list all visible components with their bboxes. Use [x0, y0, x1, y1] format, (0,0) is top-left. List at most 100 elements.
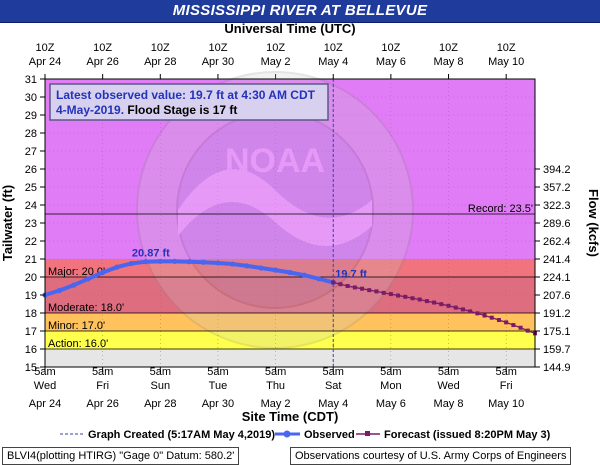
bottom-tick-time: 5am — [438, 366, 459, 378]
noaa-logo-watermark: NOAA — [136, 71, 414, 349]
left-tick-label: 27 — [25, 146, 37, 158]
bottom-tick-time: 5am — [380, 366, 401, 378]
top-tick-label: 10Z — [93, 42, 112, 54]
bottom-tick-day: Sun — [151, 380, 171, 392]
latest-value-box: Latest observed value: 19.7 ft at 4:30 A… — [49, 83, 329, 121]
observed-point — [287, 269, 293, 276]
forecast-point — [475, 311, 480, 316]
courtesy-text: Observations courtesy of U.S. Army Corps… — [295, 450, 567, 462]
forecast-point — [410, 296, 415, 301]
bottom-tick-day: Wed — [437, 380, 459, 392]
legend-forecast: Forecast (issued 8:20PM May 3) — [384, 429, 551, 441]
right-tick-label: 191.2 — [543, 308, 571, 320]
right-axis-title: Flow (kcfs) — [586, 189, 600, 257]
top-axis-title: Universal Time (UTC) — [224, 21, 355, 36]
forecast-point — [360, 286, 365, 291]
top-tick-label: 10Z — [208, 42, 227, 54]
bottom-tick-time: 5am — [34, 366, 55, 378]
observed-point — [143, 259, 149, 265]
bottom-tick-time: 5am — [265, 366, 286, 378]
bottom-tick-date: Apr 28 — [144, 398, 176, 410]
left-tick-label: 24 — [25, 200, 37, 212]
forecast-point — [468, 309, 473, 314]
observed-point — [128, 260, 135, 267]
forecast-point — [424, 299, 429, 304]
bottom-tick-time: 5am — [495, 366, 516, 378]
top-tick-label: 10Z — [266, 42, 285, 54]
top-tick-date: Apr 30 — [202, 56, 234, 68]
observed-point — [114, 264, 120, 270]
band-action — [45, 331, 535, 349]
bottom-tick-day: Mon — [380, 380, 401, 392]
forecast-point — [446, 303, 451, 308]
top-axis-ticks: 10Z Apr 24 10Z Apr 26 10Z Apr 28 10Z Apr 30 10Z M… — [29, 42, 524, 79]
band-major — [45, 259, 535, 277]
right-tick-label: 394.2 — [543, 164, 571, 176]
latest-value-text: Latest observed value: 19.7 ft at 4:30 A… — [56, 88, 316, 102]
bottom-tick-date: May 10 — [488, 398, 524, 410]
forecast-point — [374, 289, 379, 294]
right-tick-label: 357.2 — [543, 182, 571, 194]
right-tick-label: 289.6 — [543, 218, 571, 230]
left-tick-label: 21 — [25, 254, 37, 266]
top-tick-date: May 8 — [434, 56, 464, 68]
left-tick-label: 28 — [25, 128, 37, 140]
top-tick-date: May 4 — [318, 56, 348, 68]
forecast-point — [460, 307, 465, 312]
observed-point — [172, 258, 178, 264]
top-tick-date: May 2 — [261, 56, 291, 68]
bottom-tick-date: May 4 — [318, 398, 348, 410]
bottom-tick-day: Thu — [266, 380, 285, 392]
forecast-point — [439, 302, 444, 307]
top-tick-label: 10Z — [151, 42, 170, 54]
forecast-point — [352, 285, 357, 290]
right-tick-label: 144.9 — [543, 362, 571, 374]
observed-point — [272, 267, 279, 273]
forecast-point — [482, 313, 487, 318]
series-lines — [42, 258, 537, 336]
forecast-point — [504, 320, 509, 325]
legend-observed: Observed — [304, 429, 355, 441]
annotation-latest: 19.7 ft — [335, 268, 367, 280]
bottom-tick-day: Sat — [325, 380, 342, 392]
top-tick-date: May 6 — [376, 56, 406, 68]
top-tick-label: 10Z — [381, 42, 400, 54]
forecast-point — [489, 315, 494, 320]
bottom-tick-date: May 6 — [376, 398, 406, 410]
left-tick-label: 26 — [25, 164, 37, 176]
observed-point — [100, 269, 106, 276]
left-tick-label: 31 — [25, 74, 37, 86]
forecast-point — [388, 292, 393, 297]
bottom-axis-title: Site Time (CDT) — [242, 409, 339, 424]
bottom-tick-date: Apr 26 — [86, 398, 118, 410]
top-tick-date: May 10 — [488, 56, 524, 68]
right-tick-label: 224.1 — [543, 272, 571, 284]
datum-text: BLVI4(plotting HTIRG) "Gage 0" Datum: 58… — [7, 450, 235, 462]
left-tick-label: 16 — [25, 344, 37, 356]
left-tick-label: 30 — [25, 92, 37, 104]
left-tick-label: 22 — [25, 236, 37, 248]
bottom-tick-date: May 8 — [434, 398, 464, 410]
bottom-tick-day: Fri — [500, 380, 513, 392]
bottom-axis-ticks: 5am Wed Apr 24 5am Fri Apr 26 5am Sun Apr 28 5am T… — [29, 366, 524, 410]
flood-level-lines: Action: 16.0' Minor: 17.0' Moderate: 18.0'… — [45, 203, 535, 350]
top-tick-date: Apr 26 — [86, 56, 118, 68]
right-tick-label: 159.7 — [543, 344, 571, 356]
forecast-point — [367, 288, 372, 293]
band-minor — [45, 313, 535, 331]
observed-point — [71, 282, 77, 288]
bottom-tick-time: 5am — [150, 366, 171, 378]
top-tick-label: 10Z — [497, 42, 516, 54]
forecast-point — [338, 282, 343, 287]
observed-point — [301, 272, 308, 278]
right-tick-label: 175.1 — [543, 326, 571, 338]
title-bar: MISSISSIPPI RIVER AT BELLEVUE — [0, 0, 600, 23]
observed-point — [215, 260, 221, 266]
courtesy-note: Observations courtesy of U.S. Army Corps… — [290, 447, 572, 465]
top-tick-date: Apr 24 — [29, 56, 61, 68]
datum-note: BLVI4(plotting HTIRG) "Gage 0" Datum: 58… — [2, 447, 240, 465]
right-tick-label: 207.6 — [543, 290, 571, 302]
right-tick-label: 322.3 — [543, 200, 571, 212]
forecast-point — [525, 328, 530, 333]
bottom-tick-time: 5am — [92, 366, 113, 378]
